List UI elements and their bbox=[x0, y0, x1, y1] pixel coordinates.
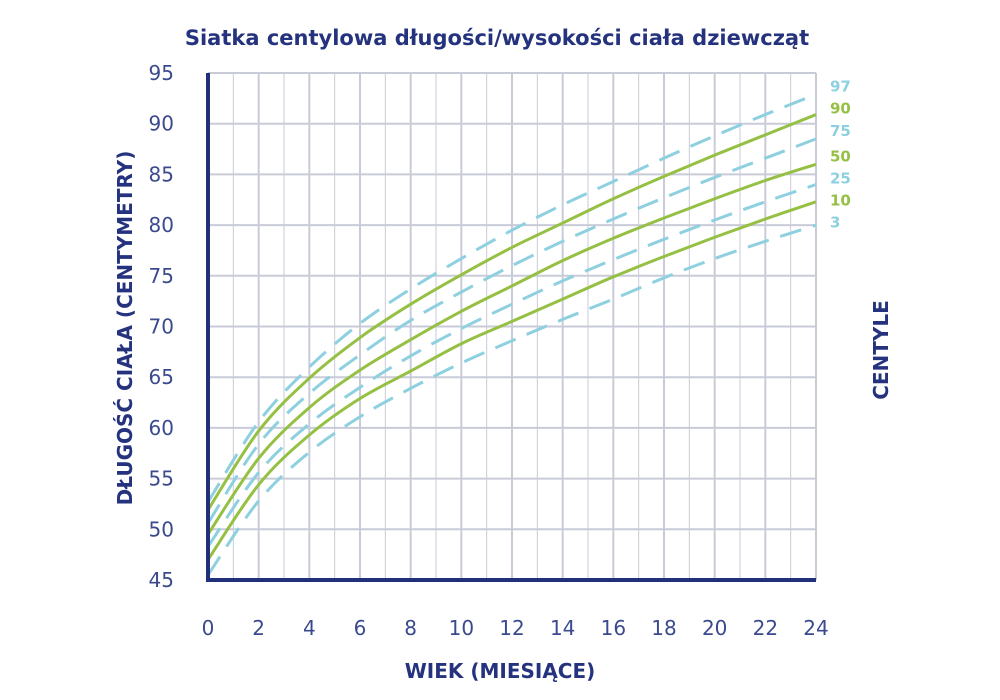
centile-label-90: 90 bbox=[830, 99, 851, 117]
y-tick-labels: 45 50 55 60 65 70 75 80 85 90 95 bbox=[149, 61, 174, 592]
grid bbox=[207, 72, 817, 581]
x-tick-label: 8 bbox=[404, 616, 417, 640]
axes bbox=[206, 73, 816, 582]
x-axis-label: WIEK (MIESIĄCE) bbox=[405, 659, 596, 683]
centile-line-90 bbox=[206, 113, 817, 511]
x-tick-label: 20 bbox=[702, 616, 727, 640]
x-tick-label: 6 bbox=[354, 616, 367, 640]
centile-label-3: 3 bbox=[830, 213, 840, 231]
centile-label-10: 10 bbox=[830, 191, 851, 209]
x-tick-label: 18 bbox=[651, 616, 676, 640]
x-tick-label: 12 bbox=[499, 616, 524, 640]
x-tick-label: 2 bbox=[252, 616, 265, 640]
legend-title: CENTYLE bbox=[869, 300, 893, 400]
x-tick-label: 4 bbox=[303, 616, 316, 640]
centile-line-25 bbox=[206, 183, 817, 548]
x-tick-label: 16 bbox=[601, 616, 626, 640]
y-tick-label: 55 bbox=[149, 467, 174, 491]
y-tick-label: 70 bbox=[149, 315, 174, 339]
y-tick-label: 75 bbox=[149, 264, 174, 288]
centile-label-75: 75 bbox=[830, 122, 851, 140]
centile-label-50: 50 bbox=[830, 147, 851, 165]
y-tick-label: 50 bbox=[149, 517, 174, 541]
series-lines bbox=[206, 92, 817, 576]
x-tick-labels: 0 2 4 6 8 10 12 14 16 18 20 22 24 bbox=[202, 616, 829, 640]
centile-label-25: 25 bbox=[830, 169, 851, 187]
centile-line-75 bbox=[206, 137, 817, 525]
centile-line-3 bbox=[206, 223, 817, 576]
y-tick-label: 60 bbox=[149, 416, 174, 440]
y-tick-label: 90 bbox=[149, 112, 174, 136]
centile-line-10 bbox=[206, 200, 817, 561]
y-axis-label: DŁUGOŚĆ CIAŁA (CENTYMETRY) bbox=[113, 151, 137, 506]
y-tick-label: 45 bbox=[149, 568, 174, 592]
y-tick-label: 80 bbox=[149, 213, 174, 237]
centile-label-97: 97 bbox=[830, 77, 851, 95]
x-tick-label: 22 bbox=[753, 616, 778, 640]
x-tick-label: 14 bbox=[550, 616, 575, 640]
centile-line-50 bbox=[206, 162, 817, 536]
y-tick-label: 85 bbox=[149, 162, 174, 186]
x-tick-label: 0 bbox=[202, 616, 215, 640]
centile-labels: 97 90 75 50 25 10 3 bbox=[830, 77, 851, 231]
x-tick-label: 24 bbox=[803, 616, 828, 640]
y-tick-label: 65 bbox=[149, 365, 174, 389]
y-tick-label: 95 bbox=[149, 61, 174, 85]
chart-title: Siatka centylowa długości/wysokości ciał… bbox=[185, 26, 809, 50]
x-tick-label: 10 bbox=[449, 616, 474, 640]
